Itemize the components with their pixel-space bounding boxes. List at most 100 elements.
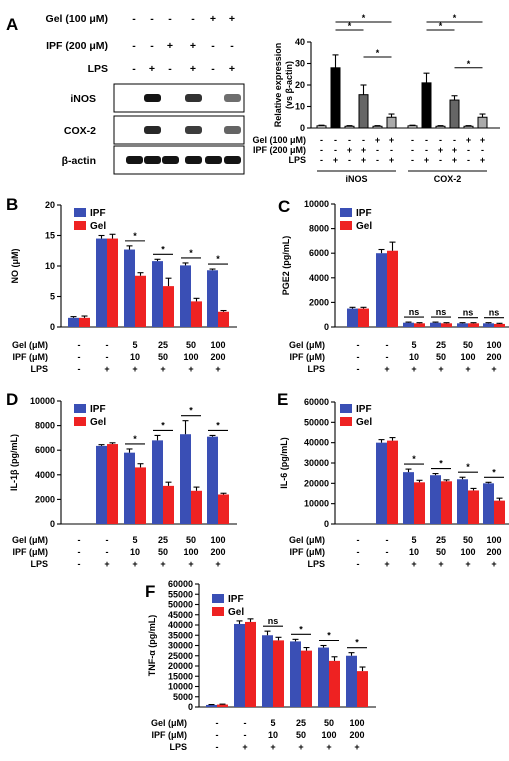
- panel-label: B: [6, 195, 18, 214]
- bar: [234, 623, 245, 707]
- blot-treatment-mark: -: [132, 63, 136, 75]
- condition-value: +: [160, 364, 165, 374]
- condition-value: -: [216, 742, 219, 752]
- treatment-mark: -: [390, 145, 393, 155]
- bar: [387, 250, 398, 327]
- condition-value: 5: [411, 535, 416, 545]
- treatment-mark: -: [362, 135, 365, 145]
- bar: [124, 249, 135, 327]
- condition-row-label: LPS: [307, 364, 325, 374]
- condition-row-label: Gel (μM): [12, 535, 48, 545]
- condition-value: -: [78, 535, 81, 545]
- condition-value: +: [270, 742, 275, 752]
- condition-value: 50: [324, 718, 334, 728]
- treatment-mark: -: [425, 135, 428, 145]
- y-tick-label: 8000: [35, 421, 55, 431]
- condition-value: 100: [183, 547, 198, 557]
- bar: [218, 494, 229, 524]
- legend-swatch: [74, 208, 86, 217]
- blot-treatment-label: Gel (100 μM): [46, 13, 108, 25]
- y-tick-label: 20: [45, 200, 55, 210]
- treatment-row-label: Gel (100 μM): [252, 135, 306, 145]
- bar: [107, 444, 118, 524]
- condition-value: +: [188, 559, 193, 569]
- blot-band: [144, 156, 161, 164]
- y-tick-label: 45000: [168, 610, 193, 620]
- significance-mark: *: [299, 624, 303, 634]
- bar: [347, 308, 358, 327]
- bar: [346, 655, 357, 707]
- bar: [407, 125, 418, 129]
- bar: [421, 82, 432, 129]
- bar: [477, 116, 488, 129]
- condition-value: 200: [210, 352, 225, 362]
- y-tick-label: 2000: [309, 297, 329, 307]
- blot-treatment-mark: -: [132, 13, 136, 25]
- significance-mark: *: [453, 13, 457, 23]
- y-tick-label: 35000: [168, 630, 193, 640]
- bar: [206, 704, 217, 707]
- y-tick-label: 20000: [168, 661, 193, 671]
- condition-value: 25: [436, 340, 446, 350]
- significance-mark: *: [327, 631, 331, 641]
- bar: [483, 483, 494, 524]
- y-tick-label: 5000: [173, 692, 193, 702]
- legend-swatch: [340, 404, 352, 413]
- chart-panel-f: F 050001000015000200002500030000350004000…: [145, 579, 376, 752]
- legend-swatch: [212, 594, 224, 603]
- condition-value: 100: [460, 352, 475, 362]
- panel-label: F: [145, 582, 155, 601]
- condition-value: -: [357, 559, 360, 569]
- y-tick-label: 10000: [304, 499, 329, 509]
- bar: [449, 99, 460, 129]
- y-tick-label: 50000: [304, 417, 329, 427]
- condition-value: +: [132, 364, 137, 374]
- condition-value: +: [160, 559, 165, 569]
- condition-value: +: [438, 364, 443, 374]
- treatment-mark: -: [425, 145, 428, 155]
- bar: [358, 94, 369, 129]
- y-tick-label: 6000: [309, 248, 329, 258]
- treatment-mark: -: [376, 145, 379, 155]
- bar: [68, 317, 79, 327]
- condition-value: 50: [463, 340, 473, 350]
- y-tick-label: 6000: [35, 445, 55, 455]
- treatment-mark: -: [320, 145, 323, 155]
- legend-label: Gel: [356, 417, 372, 428]
- condition-value: -: [357, 547, 360, 557]
- y-tick-label: 0: [188, 702, 193, 712]
- y-tick-label: 30000: [304, 458, 329, 468]
- condition-row-label: Gel (μM): [289, 535, 325, 545]
- condition-row-label: IPF (μM): [13, 547, 49, 557]
- significance-mark: *: [189, 406, 193, 416]
- blot-treatment-mark: -: [168, 63, 172, 75]
- condition-value: -: [106, 535, 109, 545]
- legend-label: Gel: [90, 221, 106, 232]
- blot-treatment-mark: -: [168, 13, 172, 25]
- condition-value: 100: [183, 352, 198, 362]
- treatment-mark: +: [480, 155, 485, 165]
- bar: [403, 472, 414, 524]
- condition-value: -: [244, 730, 247, 740]
- condition-value: 5: [132, 535, 137, 545]
- condition-value: 10: [409, 352, 419, 362]
- treatment-mark: -: [334, 135, 337, 145]
- condition-value: 10: [130, 547, 140, 557]
- condition-value: +: [438, 559, 443, 569]
- condition-value: 50: [186, 535, 196, 545]
- condition-value: +: [465, 364, 470, 374]
- y-tick-label: 0: [50, 322, 55, 332]
- condition-value: 50: [186, 340, 196, 350]
- condition-value: 50: [436, 547, 446, 557]
- blot-treatment-mark: -: [191, 13, 195, 25]
- bar: [107, 238, 118, 327]
- significance-mark: ns: [268, 616, 279, 626]
- chart-panel-b: B 0 5 10 15 20 NO (μM) IPF Gel * * * * Gel (μM) - - 5 25 5…: [6, 195, 237, 374]
- bar: [435, 125, 446, 129]
- bar: [135, 467, 146, 524]
- bar: [135, 275, 146, 327]
- condition-value: -: [78, 340, 81, 350]
- y-tick-label: 20: [295, 80, 305, 90]
- treatment-mark: -: [467, 155, 470, 165]
- bar: [273, 640, 284, 707]
